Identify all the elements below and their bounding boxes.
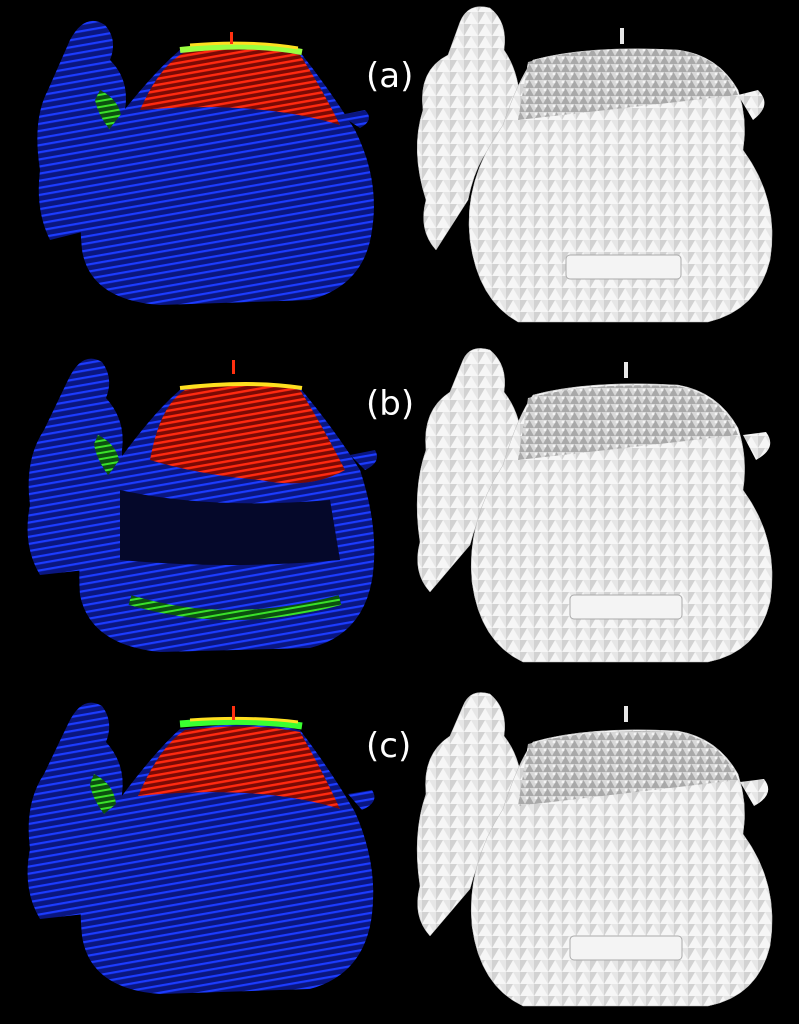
mesh-render-b <box>416 348 773 663</box>
car-mesh <box>470 362 773 663</box>
person-mesh <box>416 6 521 251</box>
panel-label: (c) <box>366 726 412 766</box>
car-points <box>79 360 378 652</box>
panel-label: (a) <box>366 56 414 96</box>
row-b: (b) <box>0 340 799 680</box>
panel-label: (b) <box>366 384 415 424</box>
point-cloud-c <box>27 702 375 994</box>
car-mesh <box>468 28 773 323</box>
car-points <box>80 706 375 994</box>
mesh-render-c <box>416 692 773 1007</box>
car-mesh <box>470 706 773 1007</box>
car-points <box>80 32 374 306</box>
point-cloud-a <box>37 20 374 306</box>
row-c: (c) <box>0 684 799 1024</box>
mesh-render-a <box>416 6 773 323</box>
point-cloud-b <box>27 358 378 652</box>
row-a: (a) <box>0 0 799 340</box>
